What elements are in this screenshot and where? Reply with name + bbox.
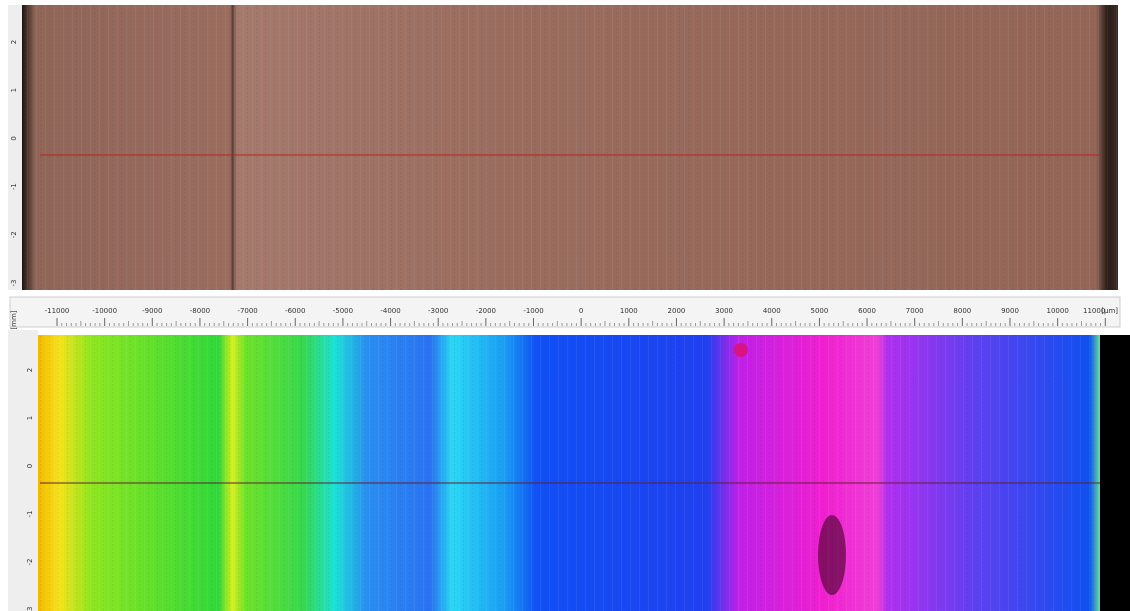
y-label: 2 — [26, 368, 34, 372]
ruler-label: 9000 — [1001, 307, 1019, 315]
ruler-label: -6000 — [285, 307, 305, 315]
ruler-unit: [µm] — [1101, 307, 1118, 315]
ruler-label: 1000 — [620, 307, 638, 315]
screenshot: 210-1-2-3 -11000-10000-9000-8000-7000-60… — [0, 0, 1130, 611]
defect — [818, 515, 846, 595]
ruler-label: 0 — [579, 307, 583, 315]
y-label: 0 — [26, 464, 34, 468]
ruler-label: 8000 — [953, 307, 971, 315]
y-label: -2 — [10, 231, 18, 238]
y-label: 1 — [10, 88, 18, 92]
ruler-label: -8000 — [190, 307, 210, 315]
ruler-label: -9000 — [142, 307, 162, 315]
spot — [734, 343, 748, 357]
y-label: -2 — [26, 559, 34, 566]
ruler-label: 4000 — [763, 307, 781, 315]
y-label: -3 — [10, 280, 18, 287]
ruler-label: -7000 — [237, 307, 257, 315]
ruler-label: 2000 — [668, 307, 686, 315]
ruler-label: 7000 — [906, 307, 924, 315]
y-label: -3 — [26, 607, 34, 611]
ruler-label: -4000 — [380, 307, 400, 315]
y-label: 1 — [26, 416, 34, 420]
ruler-label: -1000 — [523, 307, 543, 315]
ruler-label: -5000 — [333, 307, 353, 315]
ruler-label: -3000 — [428, 307, 448, 315]
edge — [1100, 335, 1130, 611]
ruler-label: -10000 — [92, 307, 117, 315]
ruler-label: 5000 — [810, 307, 828, 315]
ruler-label: 10000 — [1047, 307, 1069, 315]
y-label: -1 — [10, 183, 18, 190]
y-label: 2 — [10, 40, 18, 44]
y-label: 0 — [10, 136, 18, 140]
texture-stripes — [22, 5, 1118, 290]
y-unit: [mm] — [10, 310, 18, 329]
ruler-label: 6000 — [858, 307, 876, 315]
y-label: -1 — [26, 511, 34, 518]
ruler-label: -2000 — [476, 307, 496, 315]
ruler-label: 3000 — [715, 307, 733, 315]
y-axis-strip — [8, 5, 22, 290]
ruler-label: -11000 — [45, 307, 70, 315]
height-map-texture — [38, 335, 1100, 611]
